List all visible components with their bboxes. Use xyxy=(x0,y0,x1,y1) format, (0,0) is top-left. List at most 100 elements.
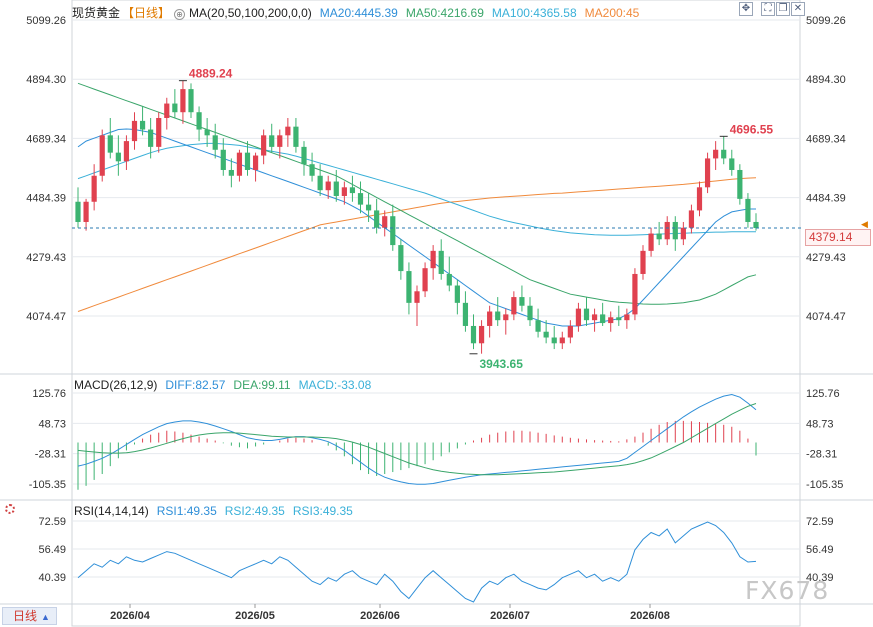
candle-body xyxy=(293,126,299,147)
candle-body xyxy=(511,297,517,315)
macd-tick-left: 125.76 xyxy=(32,388,66,400)
macd-tick-right: -28.31 xyxy=(806,449,837,461)
rsi-tick-right: 56.49 xyxy=(806,544,834,556)
current-price-tag: 4379.14 xyxy=(805,229,871,246)
candle-body xyxy=(753,221,759,229)
candle-body xyxy=(365,204,372,211)
candle-body xyxy=(333,181,339,196)
candle-body xyxy=(583,308,590,321)
close-icon[interactable]: ✕ xyxy=(791,2,805,16)
macd-tick-left: -28.31 xyxy=(35,449,66,461)
candle-body xyxy=(172,103,178,113)
candle-body xyxy=(713,149,719,159)
candle-body xyxy=(325,181,331,191)
candle-body xyxy=(672,221,678,240)
candle-body xyxy=(640,250,646,274)
period-select[interactable]: 日线 ▲ xyxy=(2,607,57,625)
candle-body xyxy=(309,164,315,176)
rsi3-value: RSI3:49.35 xyxy=(292,504,353,518)
rsi-tick-left: 72.59 xyxy=(38,516,66,528)
candle-body xyxy=(398,245,404,272)
macd-diff-line xyxy=(77,393,757,485)
candle-body xyxy=(317,175,323,191)
candle-body xyxy=(188,89,194,113)
macd-title: MACD(26,12,9) xyxy=(74,378,158,392)
y-tick-label-left: 4279.43 xyxy=(26,252,66,264)
candle-body xyxy=(382,216,388,228)
candle-body xyxy=(543,331,549,338)
candle-body xyxy=(551,337,557,344)
candle-body xyxy=(704,158,711,188)
y-tick-label-left: 4894.30 xyxy=(26,74,66,86)
watermark-logo: FX678 xyxy=(745,576,830,605)
candle-body xyxy=(656,233,662,240)
rsi-tick-left: 40.39 xyxy=(38,572,66,584)
candle-body xyxy=(462,302,469,326)
macd-legend: MACD(26,12,9) DIFF:82.57 DEA:99.11 MACD:-33… xyxy=(74,378,379,392)
candle-body xyxy=(745,198,751,222)
candle-body xyxy=(341,187,347,196)
ma100-line xyxy=(77,142,756,236)
candle-body xyxy=(438,250,444,274)
y-tick-label-right: 4689.34 xyxy=(806,133,846,145)
candle-body xyxy=(91,175,97,202)
candle-body xyxy=(478,325,485,344)
settings-icon[interactable] xyxy=(5,504,15,514)
macd-diff: DIFF:82.57 xyxy=(165,378,226,392)
candle-body xyxy=(131,120,138,142)
rsi-title: RSI(14,14,14) xyxy=(74,504,149,518)
candle-body xyxy=(470,325,477,344)
y-tick-label-right: 4484.39 xyxy=(806,193,846,205)
candle-body xyxy=(696,187,703,211)
caret-up-icon: ▲ xyxy=(41,612,50,622)
candle-body xyxy=(277,135,283,147)
y-tick-label-right: 4074.47 xyxy=(806,311,846,323)
candle-body xyxy=(204,129,210,136)
macd-value: MACD:-33.08 xyxy=(298,378,372,392)
macd-tick-right: 125.76 xyxy=(806,388,840,400)
lock-icon[interactable]: ⊕ xyxy=(174,9,186,20)
candle-body xyxy=(244,152,251,170)
ma100-value: MA100:4365.58 xyxy=(491,6,577,20)
candle-body xyxy=(406,271,412,303)
macd-tick-left: 48.73 xyxy=(38,418,66,430)
candle-body xyxy=(495,311,501,321)
candle-body xyxy=(422,268,428,292)
candle-body xyxy=(236,152,243,176)
candle-body xyxy=(591,314,598,321)
plot-frame xyxy=(71,0,801,627)
candle-body xyxy=(688,210,695,228)
candle-body xyxy=(212,135,218,150)
ma200-value: MA200:45 xyxy=(584,6,640,20)
macd-tick-right: 48.73 xyxy=(806,418,834,430)
candle-body xyxy=(123,141,130,162)
high-label: 4889.24 xyxy=(189,67,233,81)
fullscreen-icon[interactable]: ⛶ xyxy=(761,2,775,16)
restore-icon[interactable]: ❐ xyxy=(776,2,790,16)
high-label: 4696.55 xyxy=(730,122,774,136)
candle-body xyxy=(503,314,509,321)
ma50-line xyxy=(77,82,757,305)
candle-body xyxy=(567,325,573,338)
x-tick-label: 2026/04 xyxy=(110,610,151,622)
candle-body xyxy=(220,149,226,170)
move-icon[interactable]: ✥ xyxy=(739,2,753,16)
candle-body xyxy=(115,152,121,162)
macd-tick-left: -105.35 xyxy=(29,479,66,491)
candle-body xyxy=(664,221,670,240)
candle-body xyxy=(616,317,622,321)
x-tick-label: 2026/08 xyxy=(630,610,670,622)
candle-body xyxy=(390,216,396,246)
period-label[interactable]: 【日线】 xyxy=(122,6,171,20)
candle-body xyxy=(430,250,436,269)
low-label: 3943.65 xyxy=(480,357,524,371)
rsi-tick-right: 40.39 xyxy=(806,572,834,584)
rsi-legend: RSI(14,14,14) RSI1:49.35 RSI2:49.35 RSI3:49… xyxy=(74,504,361,518)
candle-body xyxy=(414,291,420,303)
macd-tick-right: -105.35 xyxy=(806,479,843,491)
candle-body xyxy=(624,314,630,321)
candle-body xyxy=(680,227,686,240)
candle-body xyxy=(519,297,525,306)
